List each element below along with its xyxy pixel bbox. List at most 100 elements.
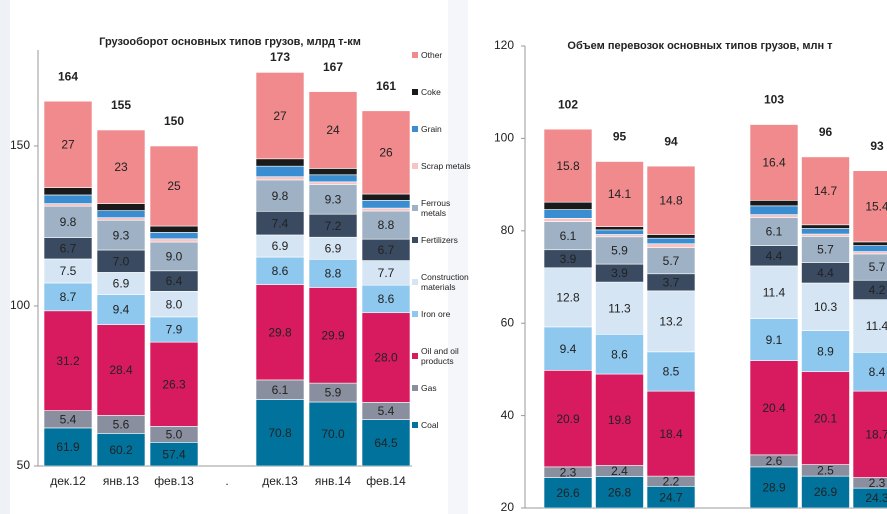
legend-label: Iron ore (421, 309, 451, 319)
data-label: 9.3 (325, 192, 342, 206)
legend-item: Coke (412, 87, 482, 97)
y-tick-label: 120 (494, 38, 514, 52)
legend-swatch (412, 385, 418, 391)
data-label: 9.0 (166, 250, 183, 264)
bars: 61.9 5.4 31.2 8.7 7.5 6.7 9.8 27 60.2 5.6 28.4 9.4 6… (43, 72, 411, 466)
data-label: 7.5 (60, 264, 77, 278)
bar-segment (308, 168, 358, 176)
bar-segment (255, 158, 305, 167)
bar-segment (96, 294, 146, 325)
data-label: 14.1 (608, 187, 632, 201)
data-label: 24 (326, 123, 340, 137)
data-label: 28.9 (762, 481, 786, 495)
bar-segment (801, 228, 850, 235)
y-tick-label: 60 (501, 315, 515, 329)
data-label: 6.7 (60, 241, 77, 255)
bar-segment (96, 203, 146, 211)
data-label: 7.4 (272, 216, 289, 230)
bar-segment (595, 226, 644, 231)
bar-segment (361, 260, 411, 286)
data-label: 26.8 (608, 485, 632, 499)
total-label: 161 (376, 79, 396, 93)
bar-segment (361, 200, 411, 209)
x-tick-label: . (225, 474, 228, 488)
legend-swatch (412, 126, 418, 132)
data-label: 6.9 (113, 277, 130, 291)
bars: 26.6 2.3 20.9 9.4 12.8 3.9 6.1 15.8 26.8 2.4 19.8 8… (543, 124, 887, 508)
legend-swatch (412, 163, 418, 169)
bar-segment (543, 267, 593, 328)
legend-label: Coal (421, 420, 439, 430)
bar-segment (852, 251, 887, 255)
legend-label: Construction materials (421, 272, 469, 292)
bar-segment (43, 310, 93, 411)
data-label: 60.2 (109, 443, 133, 457)
bar-segment (361, 207, 411, 212)
bar-segment (749, 205, 799, 215)
data-label: 5.6 (113, 418, 130, 432)
divider (448, 0, 468, 514)
data-label: 26 (379, 146, 393, 160)
y-tick-label: 50 (17, 458, 31, 472)
bar-segment (852, 245, 887, 252)
bar-segment (595, 229, 644, 235)
bar-segment (801, 156, 850, 226)
data-label: 4.2 (869, 283, 886, 297)
legend-label: Coke (421, 87, 441, 97)
bar-segment (595, 281, 644, 335)
data-label: 5.7 (817, 243, 834, 257)
data-label: 8.8 (325, 267, 342, 281)
bar-segment (749, 214, 799, 218)
data-label: 7.9 (166, 323, 183, 337)
data-label: 9.8 (272, 189, 289, 203)
data-label: 8.9 (817, 344, 834, 358)
bar-segment (646, 234, 696, 239)
data-label: 8.6 (611, 347, 628, 361)
total-label: 173 (270, 50, 290, 64)
bar-segment (801, 236, 850, 263)
data-label: 24.3 (865, 491, 887, 505)
bar-segment (646, 237, 696, 245)
bar-segment (255, 165, 305, 178)
data-label: 5.9 (611, 244, 628, 258)
data-label: 8.4 (869, 365, 886, 379)
bar-segment (43, 427, 93, 466)
bar-segment (595, 161, 644, 227)
data-label: 6.4 (166, 274, 183, 288)
y-tick-label: 80 (501, 223, 515, 237)
total-label: 94 (664, 134, 678, 148)
data-label: 6.1 (560, 229, 577, 243)
y-tick-label: 150 (10, 138, 30, 152)
bar-segment (149, 145, 199, 227)
data-label: 4.4 (766, 249, 783, 263)
bar-segment (852, 241, 887, 246)
total-label: 95 (613, 130, 627, 144)
bar-segment (149, 225, 199, 233)
data-label: 2.3 (560, 465, 577, 479)
data-label: 24.7 (659, 490, 683, 504)
data-label: 15.4 (865, 199, 887, 213)
bar-segment (255, 399, 305, 466)
data-label: 6.9 (325, 241, 342, 255)
legend-item: Gas (412, 383, 482, 393)
y-tick-label: 100 (494, 131, 514, 145)
bar-segment (43, 194, 93, 204)
bar-segment (255, 179, 305, 212)
legend-swatch (412, 52, 418, 58)
data-label: 16.4 (762, 156, 786, 170)
bar-segment (801, 224, 850, 229)
data-label: 11.3 (608, 301, 631, 315)
data-label: 8.5 (663, 365, 680, 379)
data-label: 26.9 (814, 485, 838, 499)
data-label: 11.4 (866, 319, 887, 333)
data-label: 2.6 (766, 454, 783, 468)
data-label: 9.8 (60, 215, 77, 229)
data-label: 31.2 (56, 354, 80, 368)
bar-segment (852, 352, 887, 392)
bar-segment (308, 181, 358, 185)
data-label: 2.5 (817, 464, 834, 478)
bar-segment (43, 203, 93, 207)
data-label: 18.7 (865, 427, 887, 441)
data-label: 20.4 (762, 401, 786, 415)
